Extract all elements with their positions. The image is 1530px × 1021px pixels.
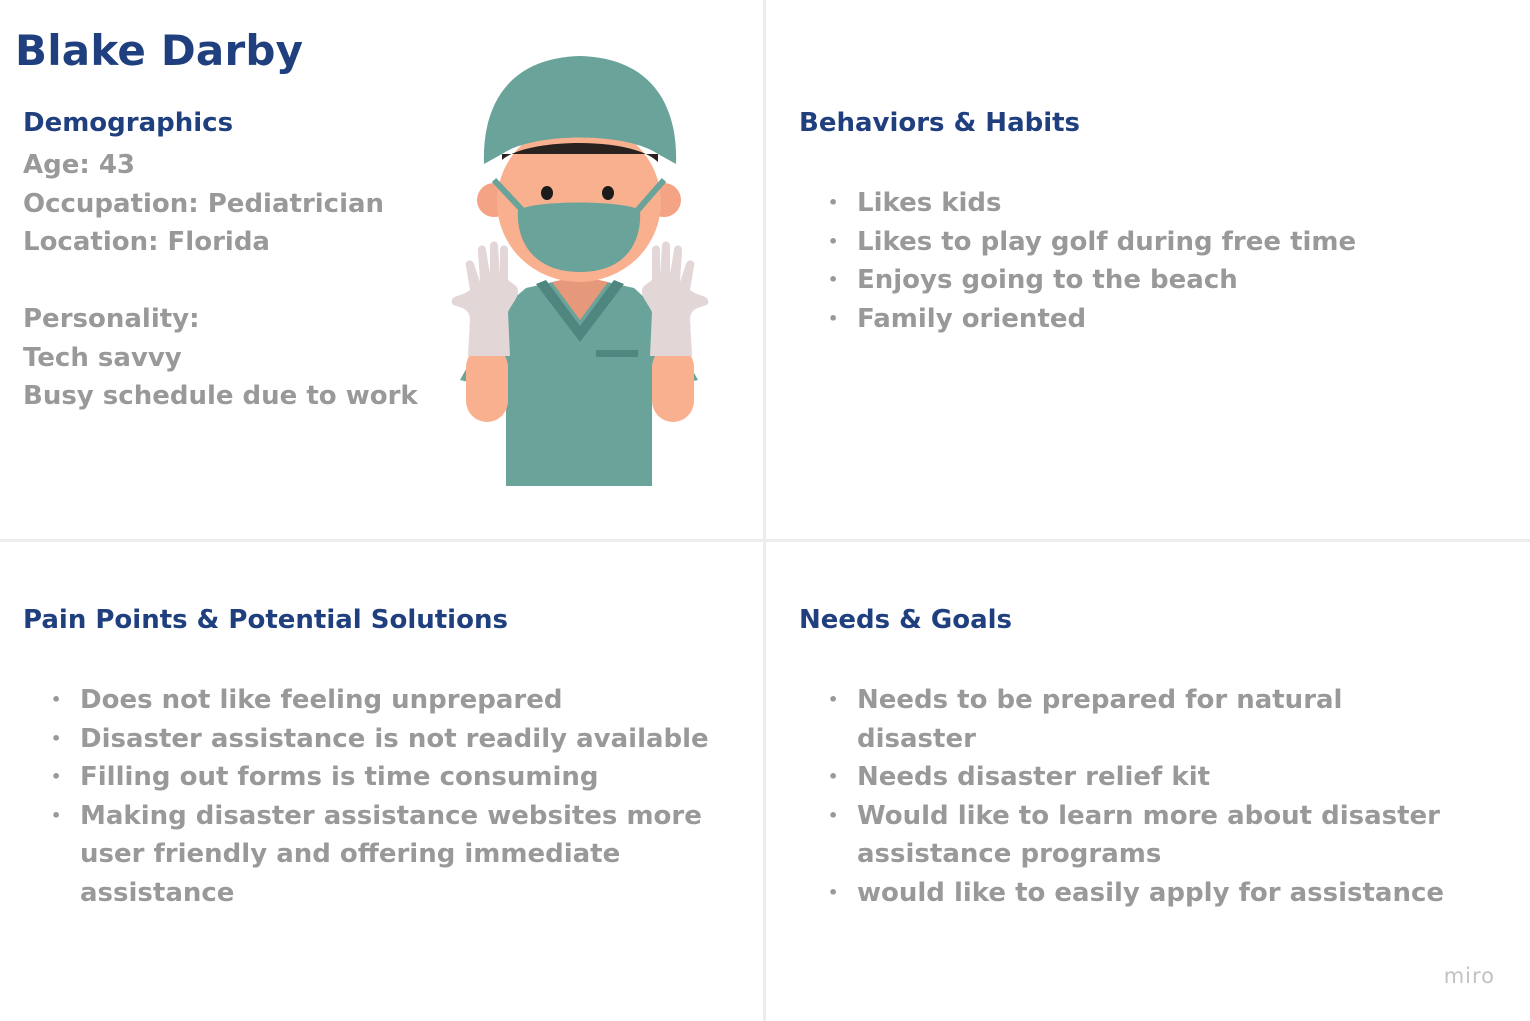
list-item: Would like to learn more about disaster … xyxy=(800,797,1460,874)
list-item: Does not like feeling unprepared xyxy=(23,681,753,720)
list-item: Needs disaster relief kit xyxy=(800,758,1460,797)
behaviors-heading: Behaviors & Habits xyxy=(799,108,1081,138)
mask xyxy=(517,202,641,272)
spacer xyxy=(23,262,418,301)
needs-list: Needs to be prepared for natural disaste… xyxy=(800,681,1460,912)
demographics-location: Location: Florida xyxy=(23,227,270,257)
needs-heading: Needs & Goals xyxy=(799,605,1013,635)
doctor-illustration xyxy=(451,56,709,486)
pain-points-heading: Pain Points & Potential Solutions xyxy=(23,605,508,635)
behaviors-list: Likes kids Likes to play golf during fre… xyxy=(800,184,1356,338)
personality-trait: Tech savvy xyxy=(23,342,182,373)
personality-trait: Busy schedule due to work xyxy=(23,381,418,411)
list-item: Family oriented xyxy=(800,300,1356,339)
list-item: Likes to play golf during free time xyxy=(800,223,1356,262)
right-forearm xyxy=(652,346,694,422)
left-glove-icon xyxy=(451,241,519,356)
demographics-heading: Demographics xyxy=(23,108,234,138)
neck xyxy=(552,276,608,320)
pocket xyxy=(596,350,638,357)
mask-strap xyxy=(491,177,667,215)
list-item: would like to easily apply for assistanc… xyxy=(800,874,1460,913)
collar xyxy=(536,280,624,342)
personality-label: Personality: xyxy=(23,304,200,334)
list-item: Disaster assistance is not readily avail… xyxy=(23,720,753,759)
miro-logo: miro xyxy=(1443,964,1495,988)
vertical-divider xyxy=(763,0,766,1021)
horizontal-divider xyxy=(0,539,1530,542)
right-glove-icon xyxy=(641,241,709,356)
right-eye xyxy=(602,186,614,200)
list-item: Filling out forms is time consuming xyxy=(23,758,753,797)
list-item: Enjoys going to the beach xyxy=(800,261,1356,300)
demographics-text: Age: 43 Occupation: Pediatrician Locatio… xyxy=(23,146,418,416)
demographics-occupation: Occupation: Pediatrician xyxy=(23,188,385,219)
demographics-age: Age: 43 xyxy=(23,150,135,180)
scrubs-top xyxy=(460,276,698,486)
left-forearm xyxy=(466,346,508,422)
cap xyxy=(483,56,677,164)
list-item: Making disaster assistance websites more… xyxy=(23,797,753,913)
list-item: Needs to be prepared for natural disaste… xyxy=(800,681,1460,758)
pain-points-list: Does not like feeling unprepared Disaste… xyxy=(23,681,753,912)
list-item: Likes kids xyxy=(800,184,1356,223)
left-eye xyxy=(541,186,553,200)
hair xyxy=(502,143,658,162)
persona-name: Blake Darby xyxy=(15,26,304,75)
